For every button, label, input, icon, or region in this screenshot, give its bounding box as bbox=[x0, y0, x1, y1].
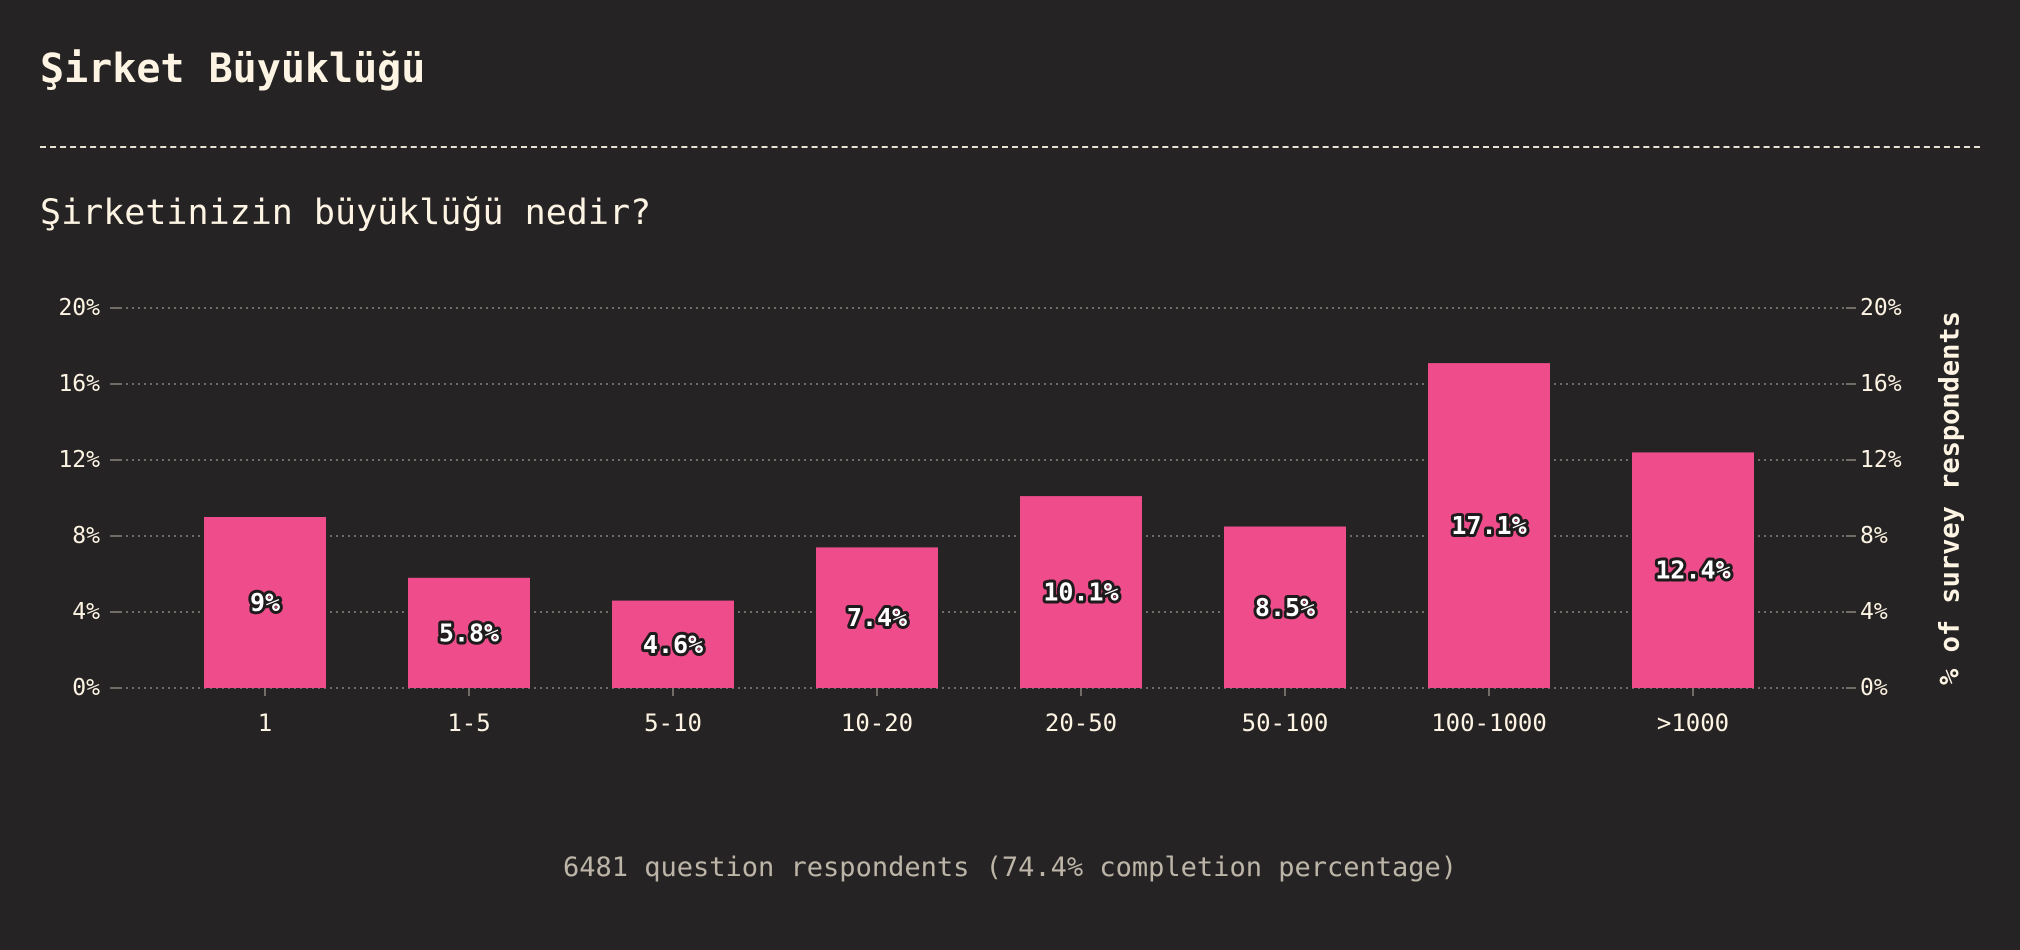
x-tick-label: >1000 bbox=[1657, 709, 1729, 737]
x-axis-labels: 1 1-5 5-10 10-20 20-50 50-100 100-1000 >1000 bbox=[258, 688, 1729, 737]
y-tick-label-left: 16% bbox=[58, 371, 100, 397]
y-tick-label-left: 4% bbox=[72, 599, 100, 625]
bar-value-label: 9% bbox=[250, 588, 280, 617]
y-tick-label-right: 0% bbox=[1860, 675, 1888, 701]
bar bbox=[612, 600, 734, 688]
bar bbox=[408, 577, 530, 688]
y-tick-label-left: 20% bbox=[58, 295, 100, 321]
x-tick-label: 100-1000 bbox=[1431, 709, 1547, 737]
bar bbox=[1224, 526, 1346, 688]
bar-value-label: 5.8% bbox=[439, 618, 499, 647]
bar-value-labels: 9% 5.8% 4.6% 7.4% 10.1% 8.5% 17.1% 12.4% bbox=[247, 508, 1734, 662]
question-text: Şirketinizin büyüklüğü nedir? bbox=[40, 193, 652, 233]
bar bbox=[816, 547, 938, 688]
x-tick-label: 20-50 bbox=[1045, 709, 1117, 737]
title-divider bbox=[40, 146, 1980, 148]
y-tick-label-left: 12% bbox=[58, 447, 100, 473]
y-tick-label-left: 0% bbox=[72, 675, 100, 701]
y-tick-label-right: 12% bbox=[1860, 447, 1902, 473]
bar bbox=[204, 517, 326, 688]
y-tick-label-right: 4% bbox=[1860, 599, 1888, 625]
x-tick-label: 5-10 bbox=[644, 709, 702, 737]
y-tick-label-right: 8% bbox=[1860, 523, 1888, 549]
x-tick-label: 50-100 bbox=[1242, 709, 1329, 737]
x-tick-label: 1-5 bbox=[447, 709, 490, 737]
bar-value-label: 8.5% bbox=[1255, 593, 1315, 622]
bars bbox=[204, 363, 1754, 688]
bar bbox=[1428, 363, 1550, 688]
y-tick-label-right: 20% bbox=[1860, 295, 1902, 321]
y-tick-label-left: 8% bbox=[72, 523, 100, 549]
bar bbox=[1632, 452, 1754, 688]
y-axis-title: % of survey respondents bbox=[1935, 311, 1966, 685]
y-tick-label-right: 16% bbox=[1860, 371, 1902, 397]
bar-value-label: 4.6% bbox=[643, 630, 703, 659]
y-axis-ticks: 0% 0% 4% 4% 8% 8% 12% 12% 16% 16% 20% 20% bbox=[58, 295, 1901, 701]
gridlines bbox=[120, 307, 1846, 689]
x-tick-label: 10-20 bbox=[841, 709, 913, 737]
bar-value-label: 17.1% bbox=[1451, 511, 1526, 540]
bar-value-label: 12.4% bbox=[1655, 556, 1730, 585]
bar-value-label: 10.1% bbox=[1043, 578, 1118, 607]
bar-value-label: 7.4% bbox=[847, 603, 907, 632]
x-tick-label: 1 bbox=[258, 709, 272, 737]
page-title: Şirket Büyüklüğü bbox=[40, 46, 426, 92]
respondents-note: 6481 question respondents (74.4% complet… bbox=[562, 852, 1458, 883]
bar bbox=[1020, 496, 1142, 688]
